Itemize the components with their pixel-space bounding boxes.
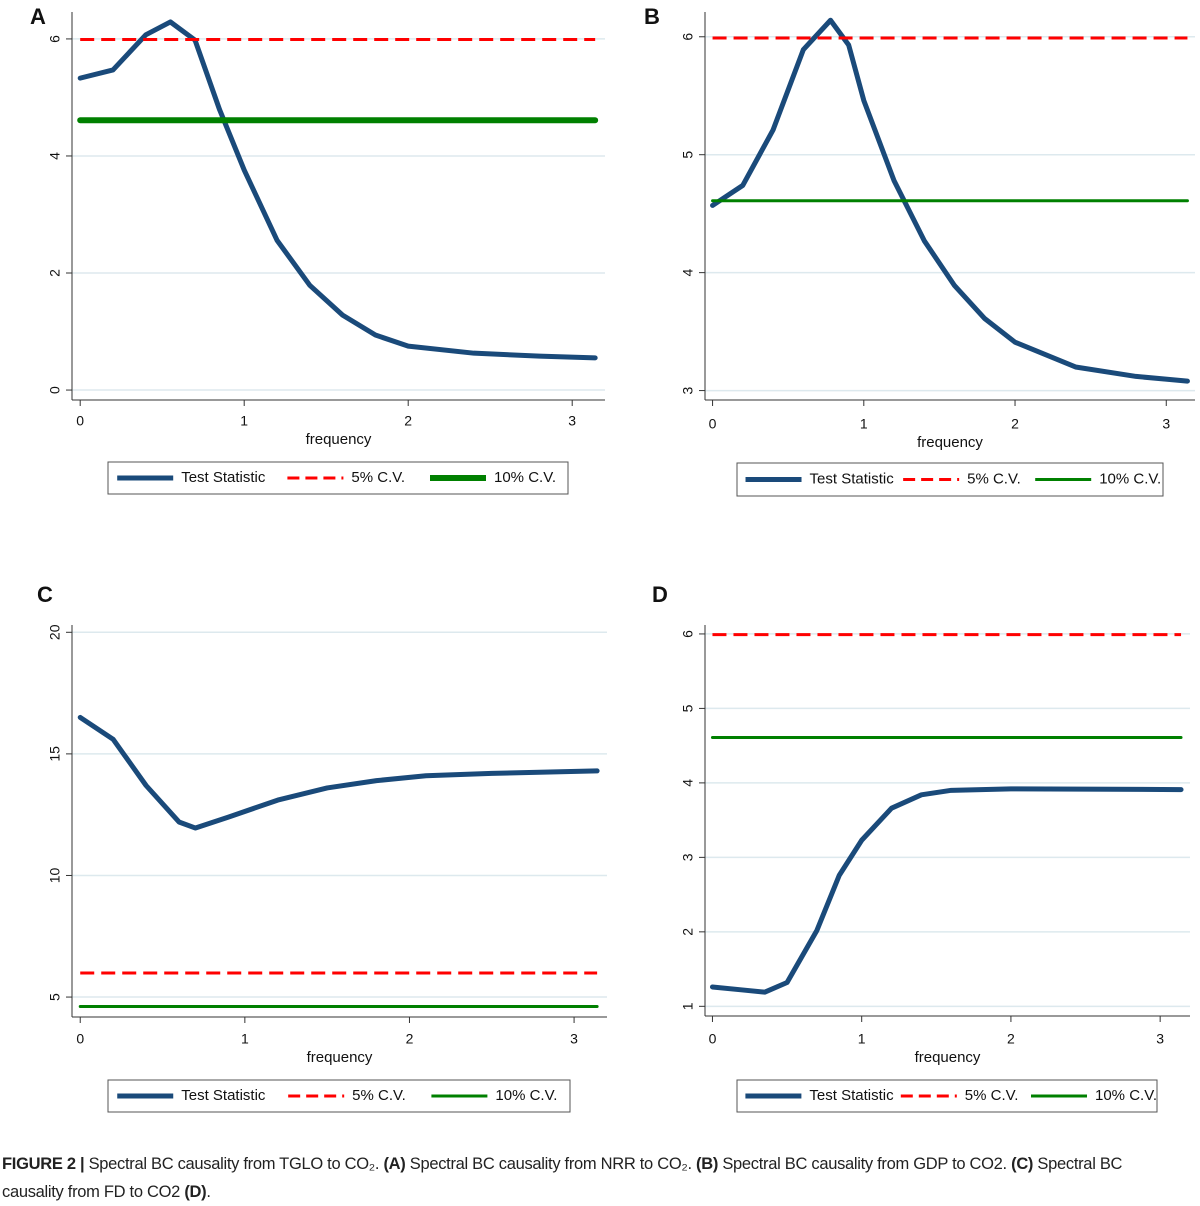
legend-label: 10% C.V. [1095, 1087, 1157, 1104]
figure: A 0 2 4 6 0 1 2 3 frequency Test Statistic 5% C.V. 1… [30, 4, 1195, 1113]
x-axis-label: frequency [915, 1049, 981, 1066]
legend-label: 5% C.V. [352, 1087, 406, 1104]
y-tick-label: 5 [680, 704, 696, 712]
caption-part: Spectral BC causality from GDP to CO2. [718, 1155, 1012, 1173]
x-tick-label: 2 [1007, 1031, 1015, 1047]
x-tick-label: 3 [1162, 416, 1170, 432]
x-tick-label: 0 [76, 1031, 84, 1047]
legend-label: 10% C.V. [494, 469, 556, 486]
caption-part: Spectral BC causality from TGLO to CO₂. [84, 1155, 384, 1173]
y-tick-label: 10 [47, 867, 63, 883]
legend-box [107, 461, 569, 495]
panel-label: A [30, 4, 46, 29]
legend-label: Test Statistic [809, 1087, 894, 1104]
caption-part: Spectral BC causality from FD to CO2 [2, 1155, 1127, 1201]
x-tick-label: 3 [570, 1031, 578, 1047]
y-tick-label: 4 [680, 269, 696, 277]
legend-label: Test Statistic [181, 1087, 266, 1104]
x-tick-label: 2 [406, 1031, 414, 1047]
legend-label: 5% C.V. [965, 1087, 1019, 1104]
legend-box [107, 1079, 571, 1113]
y-tick-label: 6 [680, 33, 696, 41]
y-tick-label: 20 [47, 624, 63, 640]
y-tick-label: 6 [680, 630, 696, 638]
series-line [77, 714, 600, 831]
y-tick-label: 1 [680, 1002, 696, 1010]
series-line [709, 786, 1184, 995]
y-tick-label: 0 [47, 386, 63, 394]
x-tick-label: 1 [240, 413, 248, 429]
caption-part: (B) [696, 1155, 719, 1173]
legend-label: 10% C.V. [1099, 470, 1161, 487]
panel-label: B [644, 4, 660, 29]
caption-part: (D) [184, 1183, 207, 1201]
legend-label: 10% C.V. [495, 1087, 557, 1104]
caption-part: (A) [383, 1155, 406, 1173]
x-tick-label: 0 [709, 416, 717, 432]
caption-part: FIGURE 2 | [2, 1155, 85, 1173]
legend-label: Test Statistic [181, 469, 266, 486]
y-tick-label: 3 [680, 853, 696, 861]
y-tick-label: 5 [680, 151, 696, 159]
x-tick-label: 1 [860, 416, 868, 432]
x-tick-label: 1 [858, 1031, 866, 1047]
series-line [77, 19, 598, 361]
x-tick-label: 2 [1011, 416, 1019, 432]
y-tick-label: 2 [47, 269, 63, 277]
y-tick-label: 3 [680, 386, 696, 394]
x-axis-label: frequency [306, 431, 372, 448]
x-tick-label: 1 [241, 1031, 249, 1047]
x-tick-label: 2 [404, 413, 412, 429]
y-tick-label: 2 [680, 928, 696, 936]
x-tick-label: 3 [1156, 1031, 1164, 1047]
caption: FIGURE 2 | Spectral BC causality from TG… [2, 1150, 1187, 1206]
x-axis-label: frequency [917, 434, 983, 451]
legend-label: Test Statistic [810, 470, 895, 487]
legend-label: 5% C.V. [967, 470, 1021, 487]
y-tick-label: 5 [47, 993, 63, 1001]
y-tick-label: 4 [680, 779, 696, 787]
x-axis-label: frequency [307, 1049, 373, 1066]
y-tick-label: 15 [47, 746, 63, 762]
legend-label: 5% C.V. [351, 469, 405, 486]
y-tick-label: 6 [47, 35, 63, 43]
x-tick-label: 0 [76, 413, 84, 429]
x-tick-label: 0 [709, 1031, 717, 1047]
series-line [710, 17, 1190, 384]
panel-label: D [652, 582, 668, 607]
x-tick-label: 3 [568, 413, 576, 429]
caption-part: . [206, 1183, 211, 1201]
panel-label: C [37, 582, 53, 607]
caption-part: Spectral BC causality from NRR to CO₂. [405, 1155, 697, 1173]
caption-part: (C) [1011, 1155, 1034, 1173]
y-tick-label: 4 [47, 152, 63, 160]
